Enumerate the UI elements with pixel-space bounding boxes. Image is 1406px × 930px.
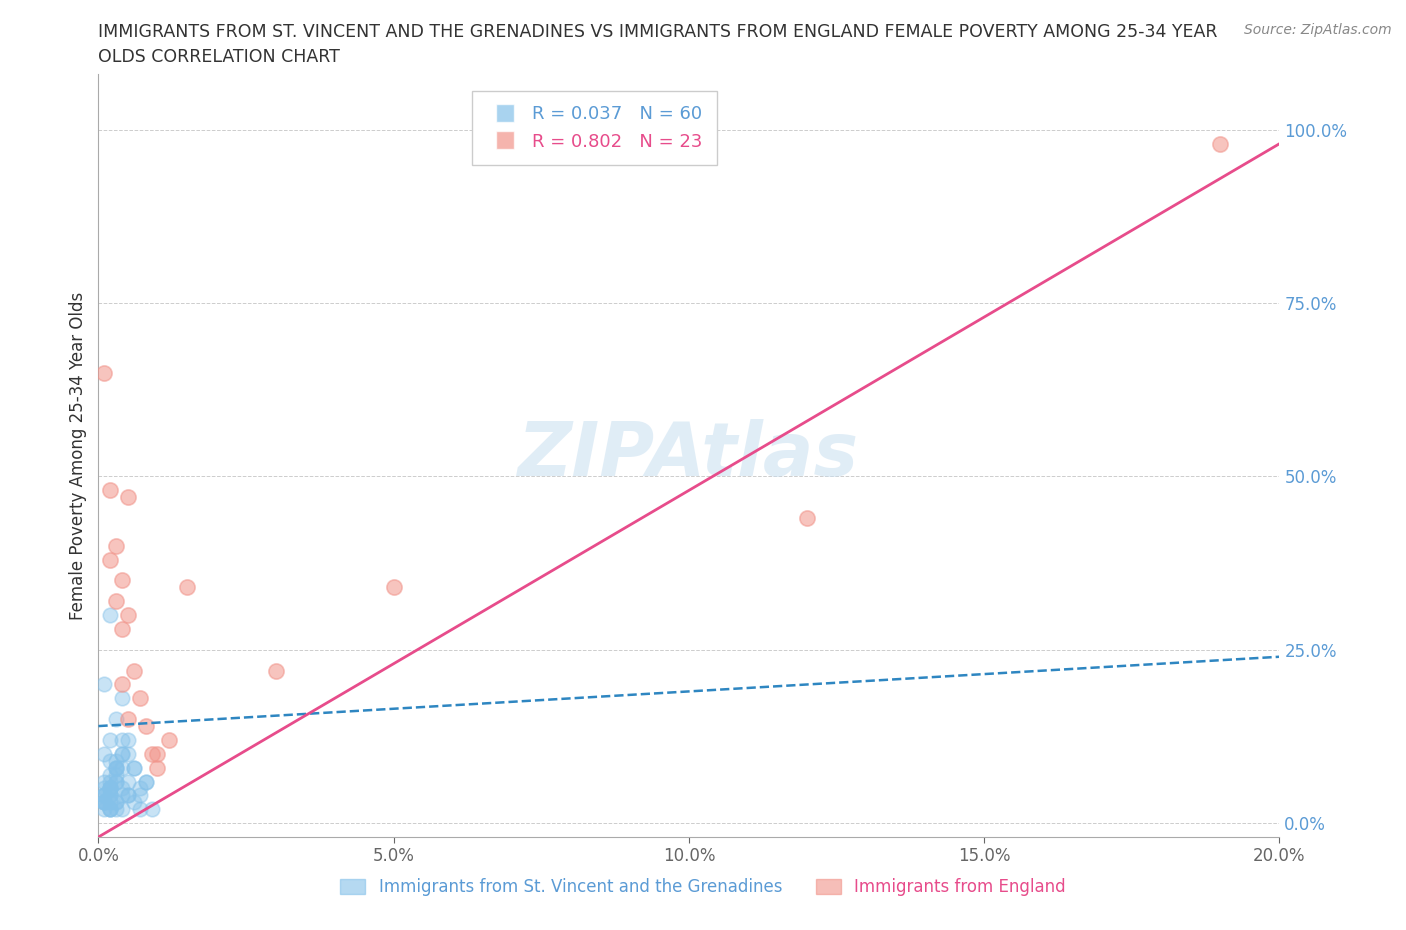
- Point: [98, 802, 121, 817]
- Point: [117, 607, 139, 622]
- Point: [128, 802, 150, 817]
- Point: [105, 774, 128, 789]
- Point: [98, 781, 121, 796]
- Point: [111, 733, 134, 748]
- Point: [93, 781, 115, 796]
- Point: [98, 795, 121, 810]
- Point: [128, 691, 150, 706]
- Point: [93, 747, 115, 762]
- Point: [98, 781, 121, 796]
- Point: [93, 774, 115, 789]
- Point: [122, 760, 145, 775]
- Point: [93, 788, 115, 803]
- Point: [105, 795, 128, 810]
- Point: [111, 677, 134, 692]
- Point: [105, 760, 128, 775]
- Point: [111, 691, 134, 706]
- Point: [98, 767, 121, 782]
- Point: [135, 774, 157, 789]
- Point: [111, 788, 134, 803]
- Point: [105, 767, 128, 782]
- Point: [128, 781, 150, 796]
- Text: Source: ZipAtlas.com: Source: ZipAtlas.com: [1244, 23, 1392, 37]
- Legend: R = 0.037   N = 60, R = 0.802   N = 23: R = 0.037 N = 60, R = 0.802 N = 23: [472, 91, 717, 165]
- Text: IMMIGRANTS FROM ST. VINCENT AND THE GRENADINES VS IMMIGRANTS FROM ENGLAND FEMALE: IMMIGRANTS FROM ST. VINCENT AND THE GREN…: [98, 23, 1218, 41]
- Point: [117, 711, 139, 726]
- Point: [146, 747, 169, 762]
- Point: [111, 747, 134, 762]
- Point: [122, 760, 145, 775]
- Point: [135, 719, 157, 734]
- Point: [117, 788, 139, 803]
- Point: [98, 788, 121, 803]
- Point: [93, 788, 115, 803]
- Point: [796, 511, 818, 525]
- Point: [157, 733, 180, 748]
- Point: [93, 788, 115, 803]
- Point: [117, 490, 139, 505]
- Point: [111, 802, 134, 817]
- Point: [98, 483, 121, 498]
- Point: [117, 747, 139, 762]
- Point: [98, 788, 121, 803]
- Point: [105, 774, 128, 789]
- Point: [111, 781, 134, 796]
- Point: [98, 774, 121, 789]
- Point: [111, 573, 134, 588]
- Point: [105, 538, 128, 553]
- Point: [98, 552, 121, 567]
- Text: OLDS CORRELATION CHART: OLDS CORRELATION CHART: [98, 48, 340, 66]
- Point: [264, 663, 287, 678]
- Point: [176, 580, 198, 595]
- Point: [93, 677, 115, 692]
- Point: [1209, 137, 1232, 152]
- Point: [98, 607, 121, 622]
- Point: [93, 795, 115, 810]
- Point: [98, 733, 121, 748]
- Y-axis label: Female Poverty Among 25-34 Year Olds: Female Poverty Among 25-34 Year Olds: [69, 292, 87, 619]
- Point: [141, 747, 163, 762]
- Point: [382, 580, 405, 595]
- Point: [105, 760, 128, 775]
- Point: [105, 760, 128, 775]
- Point: [98, 802, 121, 817]
- Point: [105, 753, 128, 768]
- Point: [111, 621, 134, 636]
- Point: [117, 733, 139, 748]
- Point: [128, 788, 150, 803]
- Point: [141, 802, 163, 817]
- Point: [105, 594, 128, 609]
- Point: [117, 774, 139, 789]
- Point: [117, 788, 139, 803]
- Point: [93, 795, 115, 810]
- Point: [135, 774, 157, 789]
- Point: [93, 365, 115, 380]
- Point: [146, 760, 169, 775]
- Point: [93, 795, 115, 810]
- Point: [98, 802, 121, 817]
- Point: [98, 781, 121, 796]
- Point: [93, 802, 115, 817]
- Point: [122, 795, 145, 810]
- Point: [105, 802, 128, 817]
- Point: [105, 711, 128, 726]
- Point: [93, 795, 115, 810]
- Point: [105, 795, 128, 810]
- Point: [98, 753, 121, 768]
- Point: [98, 781, 121, 796]
- Point: [111, 760, 134, 775]
- Legend: Immigrants from St. Vincent and the Grenadines, Immigrants from England: Immigrants from St. Vincent and the Gren…: [333, 871, 1073, 903]
- Point: [111, 747, 134, 762]
- Point: [122, 663, 145, 678]
- Text: ZIPAtlas: ZIPAtlas: [519, 419, 859, 492]
